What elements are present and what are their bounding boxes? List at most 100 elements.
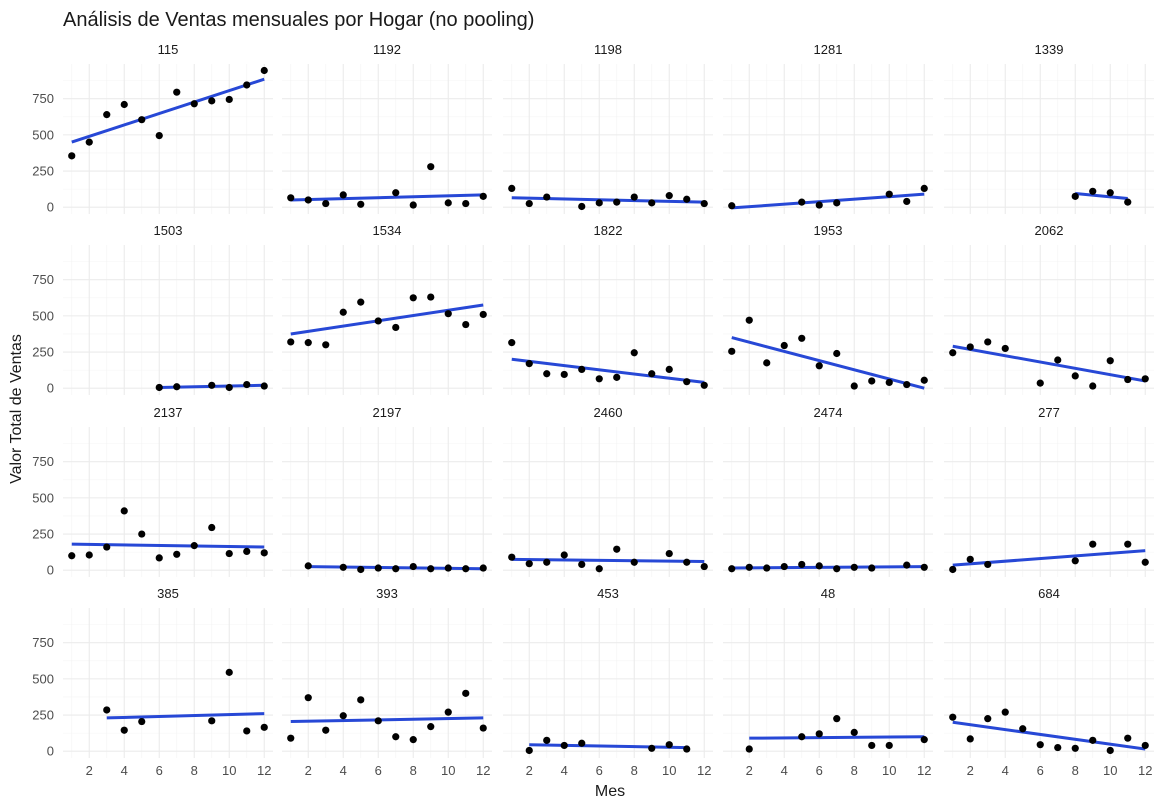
data-point — [260, 549, 268, 557]
data-point — [683, 745, 691, 753]
fit-line — [731, 192, 925, 210]
y-tick-label: 250 — [32, 708, 54, 723]
data-point — [508, 184, 516, 192]
data-point — [287, 338, 295, 346]
data-point — [1089, 736, 1097, 744]
y-axis-title: Valor Total de Ventas — [8, 334, 25, 484]
fit-line — [290, 303, 484, 336]
y-tick-label: 250 — [32, 164, 54, 179]
data-point — [392, 565, 400, 573]
data-point — [287, 734, 295, 742]
data-point — [357, 696, 365, 704]
data-point — [374, 717, 382, 725]
data-point — [966, 735, 974, 743]
data-point — [1124, 198, 1132, 206]
data-point — [543, 736, 551, 744]
x-tick-label: 2 — [86, 763, 93, 778]
x-tick-label: 4 — [340, 763, 347, 778]
data-point — [508, 339, 516, 347]
y-tick-label: 500 — [32, 127, 54, 142]
data-point — [578, 365, 586, 373]
y-tick-label: 500 — [32, 490, 54, 505]
fit-line — [106, 712, 265, 720]
facet-strip-label: 2474 — [814, 405, 843, 420]
data-point — [260, 66, 268, 75]
data-point — [304, 196, 312, 204]
data-point — [173, 88, 181, 96]
data-point — [462, 199, 470, 208]
data-point — [966, 555, 974, 563]
data-point — [225, 95, 233, 104]
data-point — [1124, 540, 1132, 548]
data-point — [243, 81, 251, 89]
data-point — [885, 378, 893, 387]
data-point — [525, 199, 533, 208]
data-point — [339, 308, 347, 316]
data-point — [920, 736, 928, 744]
x-tick-label: 6 — [816, 763, 823, 778]
facet-strip-label: 1503 — [154, 223, 183, 238]
data-point — [374, 317, 382, 325]
x-tick-label: 10 — [441, 763, 455, 778]
data-point — [427, 723, 435, 731]
facet-panel-1281: 1281 — [723, 42, 933, 214]
data-point — [120, 507, 128, 515]
data-point — [683, 558, 691, 566]
fit-line — [529, 743, 687, 750]
data-point — [68, 552, 76, 560]
x-tick-label: 2 — [967, 763, 974, 778]
data-point — [630, 193, 638, 201]
x-tick-label: 4 — [561, 763, 568, 778]
data-point — [479, 192, 487, 200]
x-tick-label: 4 — [1002, 763, 1009, 778]
facet-panel-115: 115 0 250 500 750 — [32, 42, 273, 215]
data-point — [560, 551, 568, 559]
data-point — [1089, 540, 1097, 548]
data-point — [665, 192, 673, 200]
fit-line — [952, 549, 1146, 567]
data-point — [1089, 187, 1097, 195]
data-point — [287, 194, 295, 202]
data-point — [1036, 379, 1044, 387]
fit-line — [511, 196, 705, 204]
data-point — [190, 100, 198, 108]
data-point — [920, 184, 928, 192]
data-point — [885, 190, 893, 198]
data-point — [798, 733, 806, 741]
data-point — [683, 195, 691, 203]
fit-line — [511, 357, 705, 384]
facet-strip-label: 277 — [1038, 405, 1060, 420]
data-point — [444, 199, 452, 207]
fit-line — [511, 557, 705, 564]
x-tick-label: 2 — [526, 763, 533, 778]
facet-panel-2197: 2197 — [282, 405, 492, 577]
y-tick-label: 250 — [32, 527, 54, 542]
data-point — [613, 198, 621, 206]
data-point — [595, 199, 603, 207]
x-tick-label: 4 — [781, 763, 788, 778]
facet-panel-1339: 1339 — [944, 42, 1154, 214]
data-point — [1089, 382, 1097, 390]
data-point — [630, 349, 638, 357]
data-point — [85, 551, 93, 559]
facet-panel-2474: 2474 — [723, 405, 933, 577]
data-point — [630, 558, 638, 566]
facet-panel-48: 48 2 4 6 8 10 12 — [723, 586, 933, 778]
facet-panel-393: 393 2 4 6 8 10 12 — [282, 586, 492, 778]
facet-panel-2137: 2137 0 250 500 750 — [32, 405, 273, 578]
data-point — [1054, 743, 1062, 752]
data-point — [190, 542, 198, 550]
data-point — [1141, 741, 1149, 750]
data-point — [683, 378, 691, 386]
facet-strip-label: 2460 — [594, 405, 623, 420]
facet-panel-684: 684 2 4 6 8 10 12 — [944, 586, 1154, 778]
x-tick-label: 12 — [1138, 763, 1152, 778]
x-tick-label: 8 — [631, 763, 638, 778]
data-point — [665, 741, 673, 749]
x-tick-label: 2 — [305, 763, 312, 778]
data-point — [208, 97, 216, 105]
facet-strip-label: 48 — [821, 586, 835, 601]
facet-panel-1192: 1192 — [282, 42, 492, 214]
x-tick-label: 4 — [121, 763, 128, 778]
y-tick-label: 0 — [47, 563, 54, 578]
